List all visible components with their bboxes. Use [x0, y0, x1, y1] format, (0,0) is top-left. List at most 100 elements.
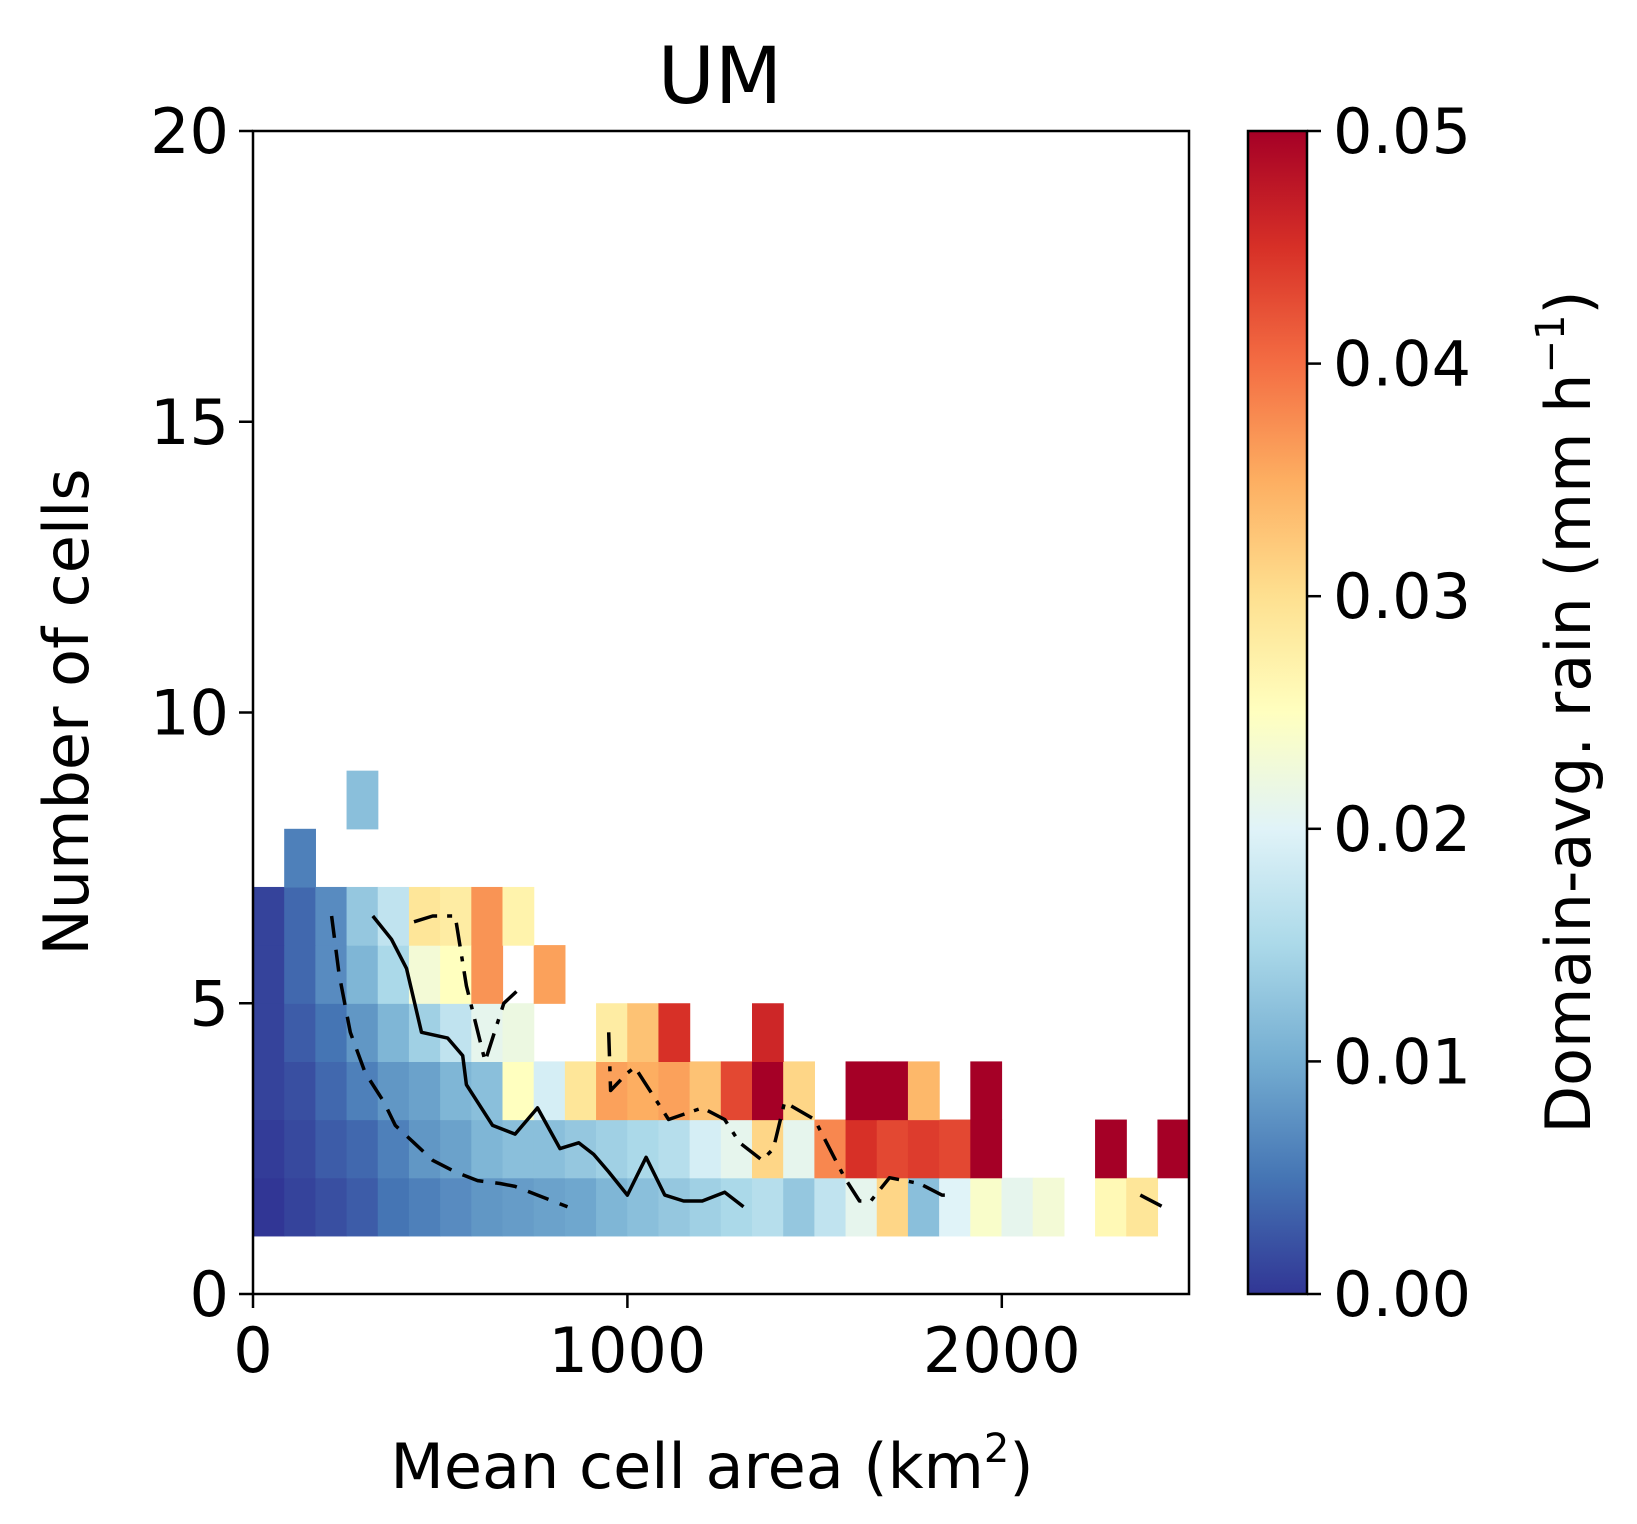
- quantile-lines: [329, 914, 1164, 1209]
- colorbar-tick-label: 0.01: [1333, 1025, 1471, 1098]
- heatmap-cell: [970, 1061, 1003, 1121]
- x-axis-label: Mean cell area (km2): [390, 1426, 1033, 1503]
- heatmap-cell: [533, 945, 566, 1004]
- heatmap-cell: [720, 1061, 753, 1121]
- heatmap-cell: [440, 1177, 472, 1237]
- heatmap-cell: [471, 1177, 504, 1237]
- heatmap-cell: [440, 1119, 472, 1179]
- heatmap-cell: [814, 1177, 847, 1237]
- heatmap-cell: [346, 945, 379, 1004]
- y-axis-ticks: 0 5 10 15 20: [150, 95, 253, 1331]
- x-tick-label: 1000: [549, 1314, 707, 1387]
- heatmap-cell: [564, 1061, 597, 1121]
- heatmap-cell: [596, 1119, 628, 1179]
- heatmap-cell: [253, 1119, 285, 1179]
- colorbar: [1246, 129, 1309, 1296]
- heatmap-cell: [377, 1177, 410, 1237]
- heatmap-cell: [377, 1061, 410, 1121]
- heatmap-cell: [939, 1119, 971, 1179]
- heatmap-cell: [471, 945, 504, 1004]
- heatmap-cell: [627, 1119, 660, 1179]
- heatmap-cell: [502, 1061, 535, 1121]
- heatmap-cell: [564, 1177, 597, 1237]
- heatmap-cell: [377, 886, 410, 946]
- heatmap-cell: [440, 945, 472, 1004]
- heatmap-cell: [408, 1119, 441, 1179]
- heatmap-cell: [689, 1177, 722, 1237]
- heatmap-cell: [1095, 1177, 1127, 1237]
- heatmap-cell: [377, 1119, 410, 1179]
- line-dashdot: [413, 914, 524, 1064]
- colorbar-ticks: 0.00 0.01 0.02 0.03 0.04 0.05: [1307, 95, 1471, 1331]
- heatmap-cell: [970, 1119, 1003, 1179]
- heatmap-cell: [346, 1119, 379, 1179]
- y-axis-label: Number of cells: [30, 468, 103, 955]
- heatmap-cell: [284, 1119, 316, 1179]
- heatmap-cell: [752, 1177, 784, 1237]
- heatmap-cell: [284, 1177, 316, 1237]
- heatmap-cell: [315, 1061, 348, 1121]
- heatmap-cell: [377, 945, 410, 1004]
- heatmap-cell: [440, 1003, 472, 1062]
- heatmap-cell: [315, 1003, 348, 1062]
- heatmap-cell: [658, 1119, 691, 1179]
- heatmap-cell: [720, 1177, 753, 1237]
- heatmap-cell: [533, 1177, 566, 1237]
- heatmap-cell: [1126, 1177, 1159, 1237]
- colorbar-tick-label: 0.05: [1333, 95, 1471, 168]
- heatmap-cell: [346, 770, 379, 830]
- y-tick-label: 20: [150, 95, 229, 168]
- heatmap-cell: [783, 1119, 815, 1179]
- heatmap-cell: [253, 1177, 285, 1237]
- line-solid: [371, 914, 745, 1209]
- heatmap-cell: [970, 1177, 1003, 1237]
- heatmap-cell: [346, 1177, 379, 1237]
- heatmap-cell: [408, 1061, 441, 1121]
- heatmap-cell: [564, 1119, 597, 1179]
- heatmap-cell: [596, 1003, 628, 1062]
- y-tick-label: 5: [190, 967, 229, 1040]
- heatmap-cell: [689, 1119, 722, 1179]
- line-dashed: [329, 915, 569, 1209]
- heatmap-cell: [752, 1061, 784, 1121]
- heatmap-cell: [907, 1061, 940, 1121]
- heatmap-cell: [502, 1003, 535, 1062]
- heatmap-cell: [284, 945, 316, 1004]
- heatmap-cell: [284, 886, 316, 946]
- heatmap-cells: [253, 770, 1190, 1237]
- heatmap-cell: [658, 1061, 691, 1121]
- heatmap-cell: [1001, 1177, 1034, 1237]
- colorbar-tick-label: 0.03: [1333, 560, 1471, 633]
- line-dashdot: [1139, 1193, 1164, 1209]
- heatmap-cell: [876, 1119, 909, 1179]
- heatmap-cell: [253, 945, 285, 1004]
- x-axis-ticks: 0 1000 2000: [233, 1294, 1081, 1387]
- x-tick-label: 2000: [923, 1314, 1081, 1387]
- colorbar-tick-label: 0.04: [1333, 328, 1471, 401]
- heatmap-cell: [1095, 1119, 1127, 1179]
- heatmap-cell: [440, 886, 472, 946]
- x-tick-label: 0: [233, 1314, 272, 1387]
- heatmap-cell: [315, 1177, 348, 1237]
- colorbar-tick-label: 0.02: [1333, 793, 1471, 866]
- heatmap-cell: [907, 1119, 940, 1179]
- heatmap-cell: [1157, 1119, 1190, 1179]
- heatmap-cell: [377, 1003, 410, 1062]
- heatmap-cell: [627, 1003, 660, 1062]
- heatmap-cell: [658, 1177, 691, 1237]
- heatmap-cell: [471, 886, 504, 946]
- heatmap-cell: [346, 1061, 379, 1121]
- heatmap-cell: [502, 886, 535, 946]
- heatmap-cell: [440, 1061, 472, 1121]
- heatmap-cell: [876, 1061, 909, 1121]
- heatmap-cell: [658, 1003, 691, 1062]
- heatmap-cell: [315, 1119, 348, 1179]
- heatmap-cell: [284, 1003, 316, 1062]
- heatmap-cell: [253, 886, 285, 946]
- heatmap-cell: [408, 1177, 441, 1237]
- heatmap-cell: [284, 1061, 316, 1121]
- heatmap-cell: [502, 1177, 535, 1237]
- y-tick-label: 0: [190, 1258, 229, 1331]
- line-dashdot: [606, 1032, 954, 1203]
- heatmap-cell: [253, 1003, 285, 1062]
